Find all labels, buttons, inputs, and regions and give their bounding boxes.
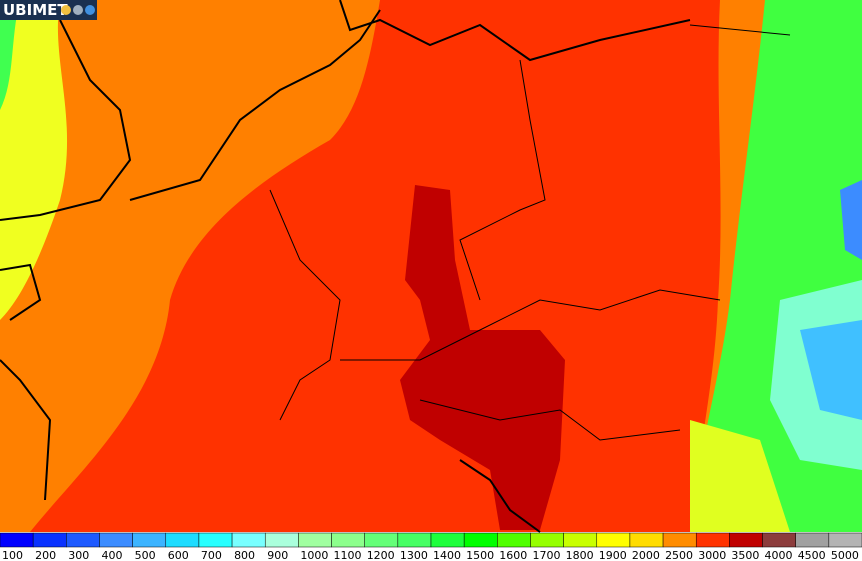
legend: 100 200 300 400 500 600 700 800 900 1000 1100 1200 1… [0, 532, 862, 561]
borders [269, 24, 791, 441]
legend-label: 900 [267, 549, 288, 561]
legend-swatch [264, 532, 299, 548]
legend-label: 2500 [665, 549, 693, 561]
legend-label: 600 [168, 549, 189, 561]
legend-label: 300 [68, 549, 89, 561]
legend-label: 4000 [765, 549, 793, 561]
legend-label: 5000 [831, 549, 859, 561]
legend-label: 1800 [566, 549, 594, 561]
legend-swatch [99, 532, 133, 548]
logo-icon [85, 5, 95, 15]
legend-swatch [32, 532, 67, 548]
legend-label: 3000 [698, 549, 726, 561]
legend-label: 1300 [400, 549, 428, 561]
legend-swatch [795, 532, 830, 548]
field-yellow-east [690, 420, 790, 532]
legend-swatch [231, 532, 266, 548]
coastlines [0, 0, 691, 533]
legend-label: 500 [135, 549, 156, 561]
legend-swatch [0, 532, 34, 548]
legend-swatch [497, 532, 531, 548]
legend-label: 1700 [532, 549, 560, 561]
legend-label: 400 [101, 549, 122, 561]
legend-swatch [397, 532, 432, 548]
legend-swatch [198, 532, 233, 548]
legend-label: 700 [201, 549, 222, 561]
legend-swatch [463, 532, 498, 548]
legend-label: 1000 [300, 549, 328, 561]
logo: UBIMET [3, 1, 68, 19]
legend-swatch [828, 532, 862, 548]
field-darkred [400, 185, 565, 530]
legend-label: 1400 [433, 549, 461, 561]
legend-label: 1200 [367, 549, 395, 561]
legend-swatch [66, 532, 100, 548]
legend-swatch [331, 532, 365, 548]
legend-swatch [364, 532, 399, 548]
legend-swatch [629, 532, 664, 548]
legend-label: 1900 [599, 549, 627, 561]
legend-swatch [695, 532, 730, 548]
legend-label: 100 [2, 549, 23, 561]
legend-label: 3500 [731, 549, 759, 561]
legend-label: 4500 [798, 549, 826, 561]
logo-icon [61, 5, 71, 15]
legend-label: 1100 [334, 549, 362, 561]
legend-label: 800 [234, 549, 255, 561]
legend-swatch [596, 532, 631, 548]
logo-icon [73, 5, 83, 15]
field-blue [800, 320, 862, 420]
legend-swatch [762, 532, 796, 548]
field-yellow [0, 0, 68, 320]
legend-swatch [430, 532, 465, 548]
logo-box [0, 0, 97, 20]
legend-label: 1500 [466, 549, 494, 561]
legend-label: 2000 [632, 549, 660, 561]
legend-swatch [563, 532, 598, 548]
legend-swatch [165, 532, 200, 548]
legend-label: 200 [35, 549, 56, 561]
legend-swatch [132, 532, 167, 548]
legend-swatch [298, 532, 332, 548]
legend-swatch [729, 532, 763, 548]
field-green-west [0, 0, 20, 110]
legend-swatch [530, 532, 564, 548]
legend-label: 1600 [499, 549, 527, 561]
field-blue-ne [840, 180, 862, 260]
legend-swatch [662, 532, 697, 548]
